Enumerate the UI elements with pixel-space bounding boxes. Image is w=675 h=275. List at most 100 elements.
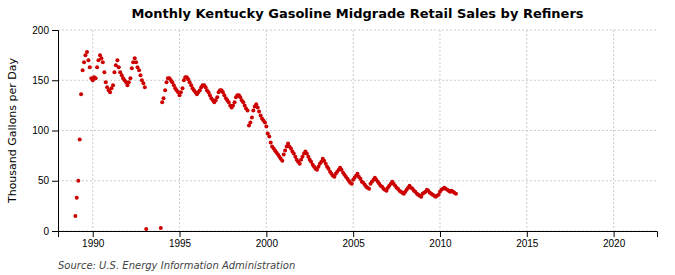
point [280, 159, 284, 163]
point [165, 80, 169, 84]
point [257, 109, 261, 113]
y-tick-mark [52, 181, 58, 182]
x-axis-line [59, 232, 658, 238]
point [130, 66, 134, 70]
point [95, 65, 99, 69]
x-tick-mark [614, 231, 615, 237]
y-grid-line [58, 130, 657, 131]
point [454, 192, 458, 196]
point [267, 135, 271, 139]
source-note: Source: U.S. Energy Information Administ… [58, 260, 295, 271]
x-tick-label: 2005 [343, 238, 366, 249]
x-tick-mark [527, 231, 528, 237]
x-tick: 2020 [603, 231, 626, 249]
y-tick: 100 [32, 125, 58, 136]
x-grid-line [353, 30, 354, 231]
point [111, 83, 115, 87]
y-tick-label: 0 [43, 226, 49, 237]
x-tick-label: 2010 [429, 238, 452, 249]
x-tick-mark [353, 231, 354, 237]
point [88, 65, 92, 69]
point [256, 105, 260, 109]
point [141, 81, 145, 85]
y-tick-mark [52, 80, 58, 81]
x-axis: 1990 1995 2000 2005 2010 2015 2020 [59, 231, 658, 249]
x-tick: 2015 [516, 231, 539, 249]
y-tick-label: 50 [38, 175, 50, 186]
point [112, 70, 116, 74]
point [86, 58, 90, 62]
x-tick-mark [180, 231, 181, 237]
y-axis-line [52, 31, 59, 232]
y-tick-mark [52, 30, 58, 31]
point [81, 68, 85, 72]
point [99, 56, 103, 60]
y-grid-line [58, 180, 657, 181]
point [159, 226, 163, 230]
point [298, 162, 302, 166]
point [215, 95, 219, 99]
point [144, 227, 148, 231]
y-tick-label: 100 [32, 125, 49, 136]
point [163, 88, 167, 92]
y-tick: 50 [38, 175, 58, 186]
x-tick-label: 1990 [82, 238, 105, 249]
y-tick: 150 [32, 75, 58, 86]
point [108, 90, 112, 94]
y-tick: 0 [43, 226, 58, 237]
point [127, 80, 131, 84]
point [350, 182, 354, 186]
y-tick-label: 200 [32, 25, 49, 36]
point [246, 108, 250, 112]
point [263, 120, 267, 124]
y-tick: 200 [32, 25, 58, 36]
point [75, 196, 79, 200]
point [79, 92, 83, 96]
point [264, 124, 268, 128]
x-tick-label: 2015 [516, 238, 539, 249]
point [179, 90, 183, 94]
point [283, 149, 287, 153]
y-grid-line [58, 30, 657, 31]
points [73, 50, 458, 231]
y-tick-mark [52, 231, 58, 232]
point [367, 187, 371, 191]
point [248, 120, 252, 124]
x-tick-label: 1995 [169, 238, 192, 249]
chart: 1990 1995 2000 2005 2010 2015 2020 0 50 100 150 200… [0, 0, 675, 275]
point [160, 100, 164, 104]
point [251, 108, 255, 112]
point [76, 179, 80, 183]
point [137, 68, 141, 72]
point [134, 60, 138, 64]
x-tick-mark [93, 231, 94, 237]
x-grid-line [92, 30, 93, 231]
y-axis: 0 50 100 150 200 [32, 25, 58, 237]
y-tick-label: 150 [32, 75, 49, 86]
x-tick: 2005 [343, 231, 366, 249]
y-axis-label: Thousand Gallons per Day [6, 57, 19, 204]
point [94, 76, 98, 80]
point [101, 60, 105, 64]
x-tick: 1990 [82, 231, 105, 249]
x-tick: 2000 [256, 231, 279, 249]
point [269, 141, 273, 145]
point [250, 115, 254, 119]
point [128, 76, 132, 80]
y-tick-mark [52, 131, 58, 132]
point [73, 214, 77, 218]
grid [58, 30, 657, 231]
point [78, 138, 82, 142]
point [282, 153, 286, 157]
point [162, 96, 166, 100]
point [85, 50, 89, 54]
point [115, 58, 119, 62]
point [82, 60, 86, 64]
point [180, 86, 184, 90]
point [233, 100, 237, 104]
point [133, 56, 137, 60]
y-grid-line [58, 80, 657, 81]
point [143, 85, 147, 89]
plot: 1990 1995 2000 2005 2010 2015 2020 0 50 100 150 200 [32, 25, 657, 249]
x-tick: 2010 [429, 231, 452, 249]
